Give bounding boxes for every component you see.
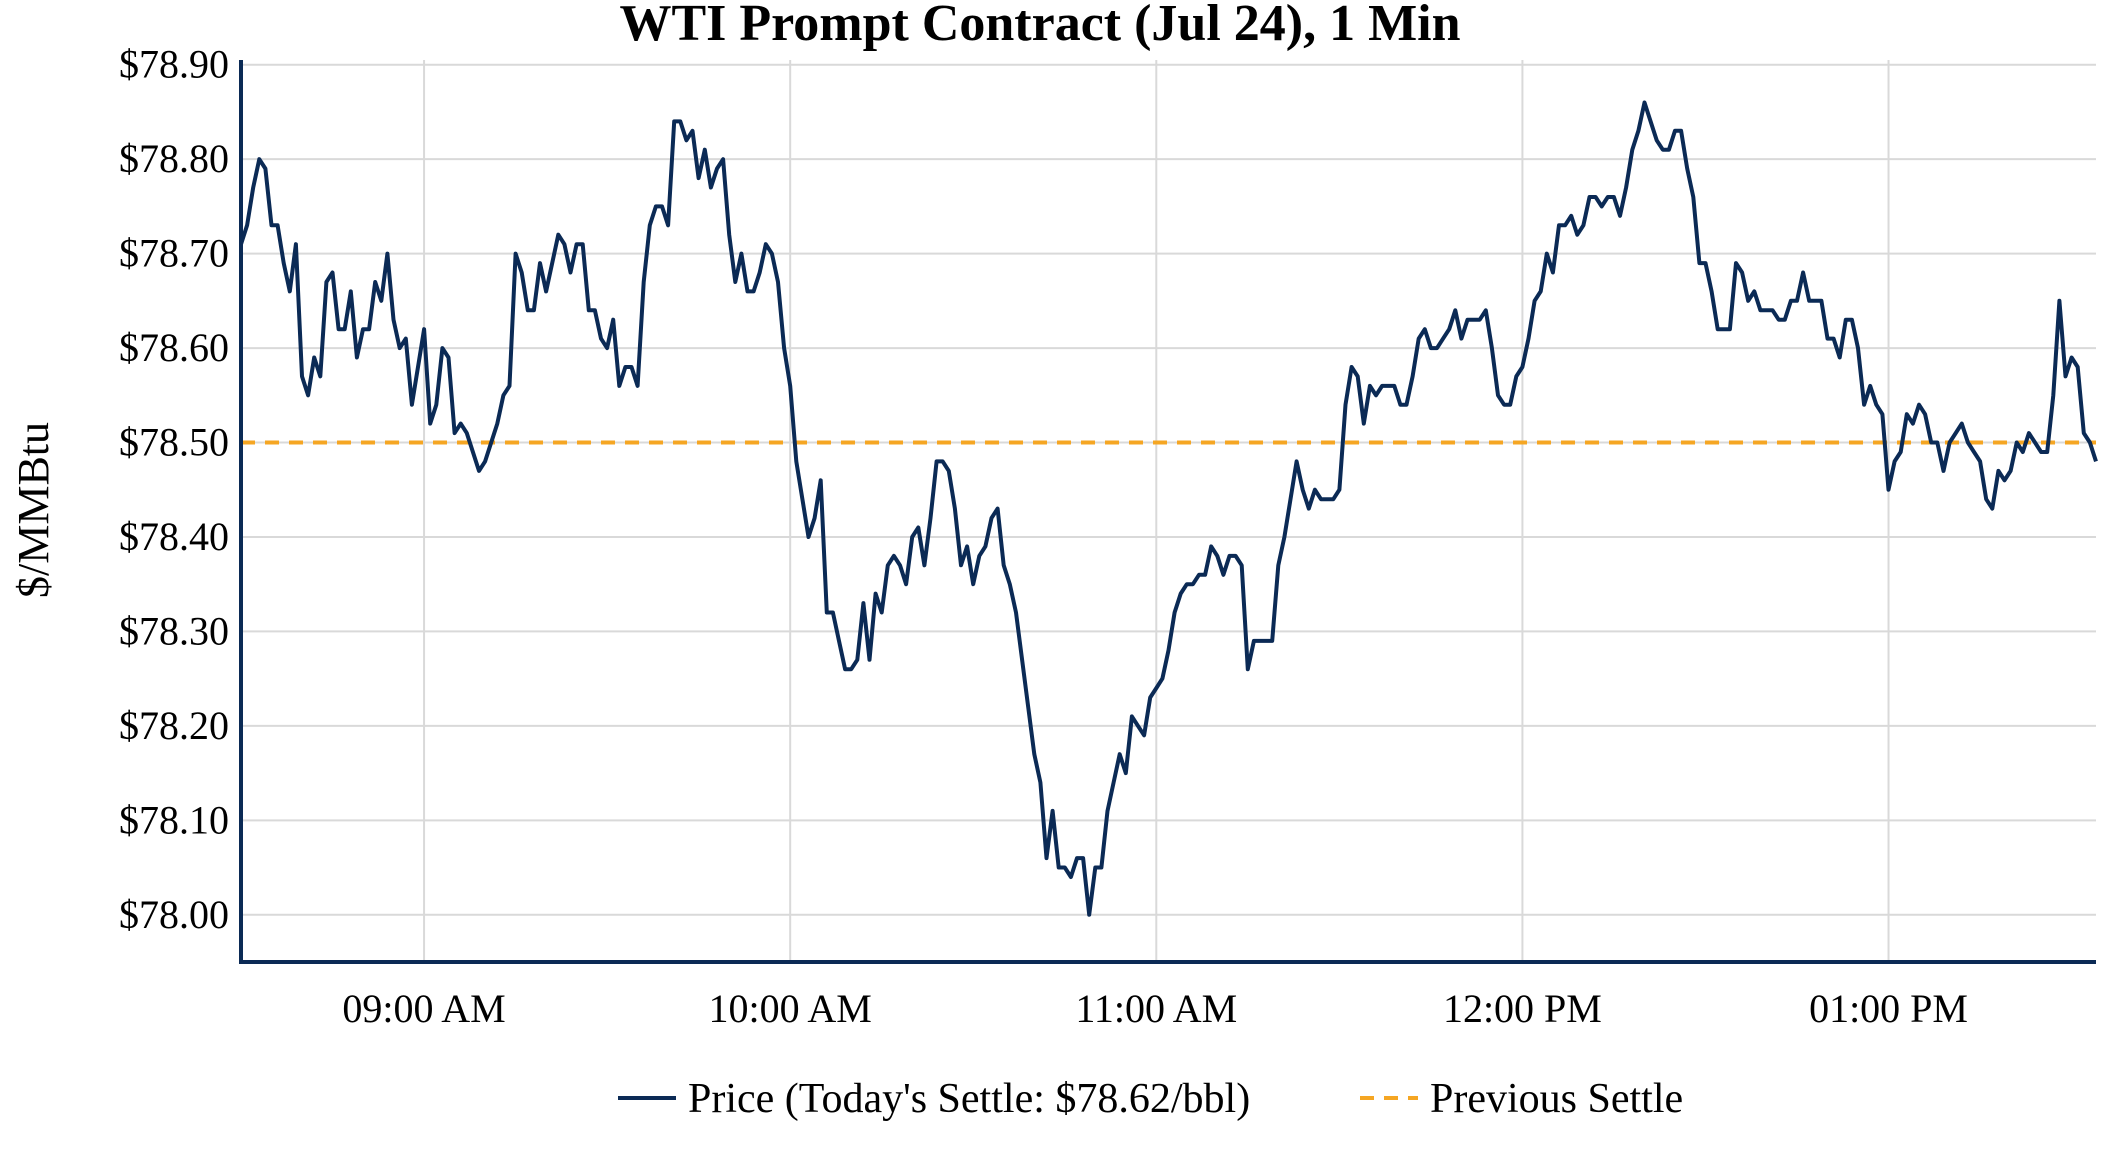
y-tick-label: $78.00: [119, 892, 229, 937]
legend-price-label: Price (Today's Settle: $78.62/bbl): [688, 1076, 1250, 1122]
legend: Price (Today's Settle: $78.62/bbl) Previ…: [618, 1076, 1683, 1122]
y-tick-labels: $78.00 $78.10 $78.20 $78.30 $78.40 $78.50 $78.…: [119, 42, 229, 937]
y-tick-label: $78.40: [119, 514, 229, 559]
x-tick-label: 12:00 PM: [1443, 986, 1602, 1031]
y-tick-label: $78.20: [119, 703, 229, 748]
y-tick-label: $78.10: [119, 797, 229, 842]
grid-layer: [241, 60, 2096, 962]
y-axis-label: $/MMBtu: [9, 422, 58, 598]
x-tick-label: 01:00 PM: [1809, 986, 1968, 1031]
y-tick-label: $78.50: [119, 420, 229, 465]
y-tick-label: $78.70: [119, 231, 229, 276]
y-tick-label: $78.90: [119, 42, 229, 87]
x-tick-labels: 09:00 AM 10:00 AM 11:00 AM 12:00 PM 01:00 PM: [342, 986, 1968, 1031]
x-tick-label: 09:00 AM: [342, 986, 505, 1031]
chart-title: WTI Prompt Contract (Jul 24), 1 Min: [619, 0, 1460, 52]
y-tick-label: $78.60: [119, 325, 229, 370]
x-tick-label: 10:00 AM: [708, 986, 871, 1031]
legend-settle-label: Previous Settle: [1430, 1076, 1683, 1122]
y-tick-label: $78.80: [119, 136, 229, 181]
y-tick-label: $78.30: [119, 608, 229, 653]
x-tick-label: 11:00 AM: [1075, 986, 1237, 1031]
price-series-line: [239, 100, 2098, 917]
